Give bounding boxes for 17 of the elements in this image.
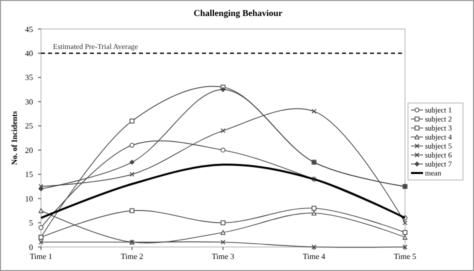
y-tick-label: 40 [25,49,33,58]
x-tick-label: Time 2 [120,252,144,261]
y-tick-label: 35 [25,73,33,82]
y-tick-label: 20 [25,146,33,155]
y-tick-label: 0 [29,242,33,252]
y-tick-label: 45 [25,24,33,34]
x-tick-label: Time 4 [302,252,326,261]
y-axis-title: No. of Incidents [10,110,19,166]
y-tick-label: 15 [25,170,33,180]
y-tick-label: 5 [29,218,33,228]
y-tick-label: 10 [25,194,33,204]
x-tick-label: Time 5 [394,252,416,261]
x-tick-label: Time 1 [30,252,52,261]
y-tick-label: 25 [25,122,33,131]
chart-title: Challenging Behaviour [194,8,282,18]
x-tick-label: Time 3 [212,252,234,261]
y-tick-label: 30 [25,97,33,106]
